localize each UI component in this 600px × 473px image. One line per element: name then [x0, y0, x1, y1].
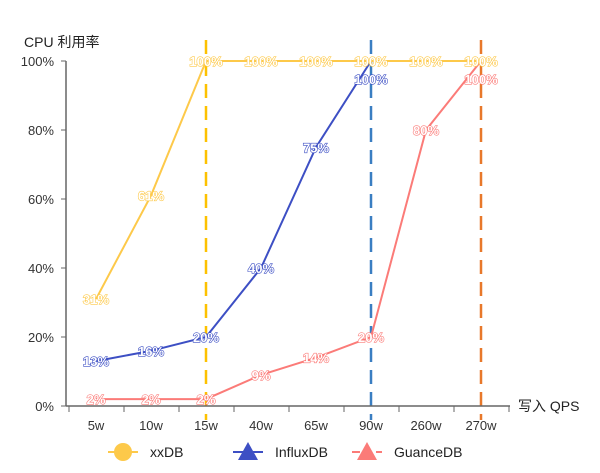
- series-line-GuanceDB: [96, 60, 482, 401]
- data-label-GuanceDB: 20%: [358, 330, 384, 345]
- x-tick-label: 260w: [410, 418, 442, 433]
- data-label-GuanceDB: 2%: [197, 392, 216, 407]
- x-tick-label: 65w: [304, 418, 328, 433]
- legend-label-InfluxDB: InfluxDB: [275, 444, 328, 460]
- y-tick-label: 40%: [28, 261, 54, 276]
- data-label-xxDB: 61%: [138, 189, 164, 204]
- y-tick-label: 60%: [28, 192, 54, 207]
- legend-triangle-icon: [238, 442, 258, 460]
- x-tick-label: 40w: [249, 418, 273, 433]
- legend-circle-icon: [114, 443, 132, 461]
- data-label-xxDB: 100%: [299, 54, 333, 69]
- data-label-InfluxDB: 40%: [248, 261, 274, 276]
- data-label-GuanceDB: 2%: [87, 392, 106, 407]
- data-label-xxDB: 100%: [464, 54, 498, 69]
- y-tick-label: 20%: [28, 330, 54, 345]
- x-tick-label: 15w: [194, 418, 218, 433]
- data-label-InfluxDB: 16%: [138, 344, 164, 359]
- data-label-xxDB: 31%: [83, 292, 109, 307]
- data-label-xxDB: 100%: [189, 54, 223, 69]
- data-label-xxDB: 100%: [244, 54, 278, 69]
- data-label-InfluxDB: 75%: [303, 140, 329, 155]
- legend-label-GuanceDB: GuanceDB: [394, 444, 462, 460]
- x-axis-title: 写入 QPS: [518, 398, 579, 414]
- data-label-GuanceDB: 9%: [252, 368, 271, 383]
- data-label-InfluxDB: 20%: [193, 330, 219, 345]
- data-label-GuanceDB: 100%: [464, 72, 498, 87]
- x-tick-label: 270w: [465, 418, 497, 433]
- legend-label-xxDB: xxDB: [150, 444, 183, 460]
- y-tick-label: 0%: [35, 399, 54, 414]
- series-line-xxDB: [95, 60, 481, 300]
- data-label-GuanceDB: 2%: [142, 392, 161, 407]
- x-tick-label: 90w: [359, 418, 383, 433]
- data-label-GuanceDB: 14%: [303, 351, 329, 366]
- data-label-InfluxDB: 100%: [354, 72, 388, 87]
- x-tick-label: 5w: [88, 418, 105, 433]
- y-tick-label: 80%: [28, 123, 54, 138]
- legend-triangle-icon: [357, 442, 377, 460]
- series-line-InfluxDB: [95, 60, 372, 363]
- data-label-InfluxDB: 13%: [83, 354, 109, 369]
- data-label-xxDB: 100%: [354, 54, 388, 69]
- y-tick-label: 100%: [21, 54, 55, 69]
- data-label-xxDB: 100%: [409, 54, 443, 69]
- data-label-GuanceDB: 80%: [413, 123, 439, 138]
- y-axis-title: CPU 利用率: [24, 34, 99, 50]
- x-tick-label: 10w: [139, 418, 163, 433]
